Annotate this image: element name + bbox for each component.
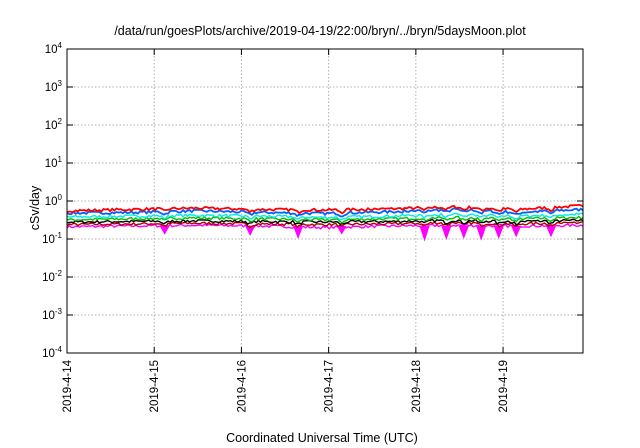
magenta-dip <box>493 225 504 239</box>
x-axis-label: Coordinated Universal Time (UTC) <box>226 431 418 445</box>
y-tick-label: 10-2 <box>42 269 62 284</box>
series-line-black <box>66 218 584 226</box>
magenta-dip <box>476 225 487 241</box>
magenta-dip <box>293 225 304 239</box>
y-tick-label: 10-1 <box>42 231 62 246</box>
x-tick-label: 2019-4-18 <box>411 360 423 412</box>
x-tick-label: 2019-4-15 <box>149 360 161 412</box>
y-tick-label: 100 <box>45 193 63 208</box>
x-tick-label: 2019-4-17 <box>324 360 336 412</box>
y-axis: 10-4 10-3 10-2 10-1 100 101 102 103 104 <box>42 41 583 360</box>
series-layer <box>66 203 584 242</box>
magenta-dip <box>441 225 452 240</box>
chart-title: /data/run/goesPlots/archive/2019-04-19/2… <box>114 24 526 38</box>
magenta-dip <box>546 225 557 238</box>
y-axis-label: cSv/day <box>28 185 42 230</box>
series-line-blue <box>66 207 584 218</box>
y-tick-label: 102 <box>45 117 63 132</box>
y-tick-label: 103 <box>45 79 63 94</box>
series-line-cyan <box>66 212 584 221</box>
magenta-dip <box>511 225 522 238</box>
magenta-dip <box>419 225 430 242</box>
magenta-dip <box>245 225 256 236</box>
y-tick-label: 10-4 <box>42 345 62 360</box>
x-tick-label: 2019-4-19 <box>498 360 510 412</box>
magenta-dip <box>159 225 170 235</box>
y-tick-label: 10-3 <box>42 307 62 322</box>
y-tick-label: 104 <box>45 41 63 56</box>
magenta-dip <box>458 225 469 239</box>
x-tick-label: 2019-4-14 <box>62 359 74 412</box>
x-tick-label: 2019-4-16 <box>236 360 248 412</box>
series-line-green <box>66 215 584 224</box>
grid <box>67 49 583 353</box>
x-axis: 2019-4-14 2019-4-15 2019-4-16 2019-4-17 2019… <box>62 49 510 412</box>
series-line-red <box>66 203 584 215</box>
y-tick-label: 101 <box>45 155 63 170</box>
